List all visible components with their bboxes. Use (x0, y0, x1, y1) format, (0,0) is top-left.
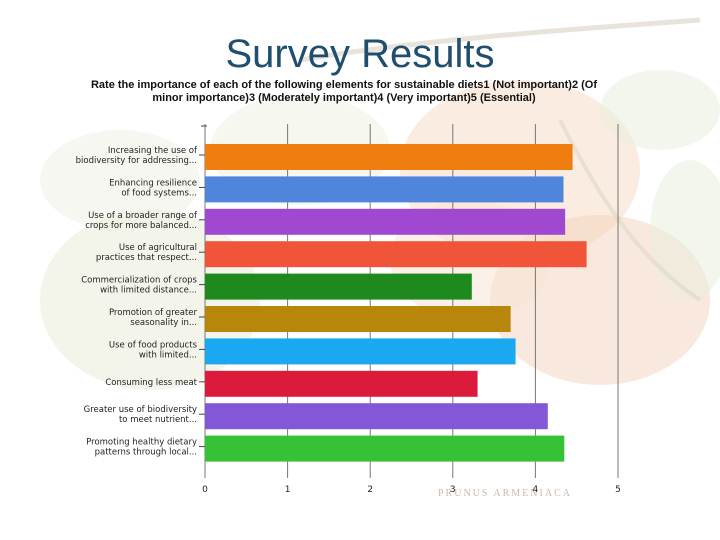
x-tick-label: 0 (202, 485, 208, 495)
category-label: biodiversity for addressing... (76, 156, 197, 166)
category-label: with limited... (139, 350, 197, 360)
bar (205, 144, 573, 170)
category-label: Increasing the use of (108, 146, 198, 156)
bar (205, 273, 472, 300)
bar (205, 241, 587, 268)
category-label: Promoting healthy dietary (86, 438, 197, 448)
category-label: Use of agricultural (119, 243, 197, 253)
x-tick-label: 2 (367, 485, 373, 495)
watermark-text: PRUNUS ARMENIACA (438, 488, 572, 499)
bar (205, 435, 565, 462)
category-label: Greater use of biodiversity (84, 405, 197, 415)
slide-title: Survey Results (225, 32, 495, 76)
chart-title: Rate the importance of each of the follo… (90, 79, 598, 104)
x-tick-label: 3 (450, 485, 456, 495)
category-label: seasonality in... (130, 318, 197, 328)
bar (205, 338, 516, 365)
category-label: Use of food products (109, 340, 198, 350)
category-label: Promotion of greater (109, 308, 198, 318)
category-label: Use of a broader range of (88, 211, 198, 221)
bar (205, 306, 511, 332)
bar (205, 370, 478, 397)
category-label: Consuming less meat (105, 378, 197, 388)
category-label: practices that respect... (96, 253, 197, 263)
category-label: patterns through local... (95, 448, 197, 458)
category-label: of food systems... (121, 188, 197, 198)
category-label: Commercialization of crops (81, 276, 197, 286)
x-tick-label: 1 (285, 485, 291, 495)
category-label: Enhancing resilience (109, 178, 197, 188)
x-tick-label: 4 (533, 485, 539, 495)
bar (205, 208, 566, 235)
category-label: to meet nutrient... (119, 415, 197, 425)
x-tick-label: 5 (615, 485, 621, 495)
bar (205, 176, 564, 203)
category-label: with limited distance... (100, 286, 197, 296)
bar (205, 403, 548, 430)
category-label: crops for more balanced... (85, 221, 197, 231)
